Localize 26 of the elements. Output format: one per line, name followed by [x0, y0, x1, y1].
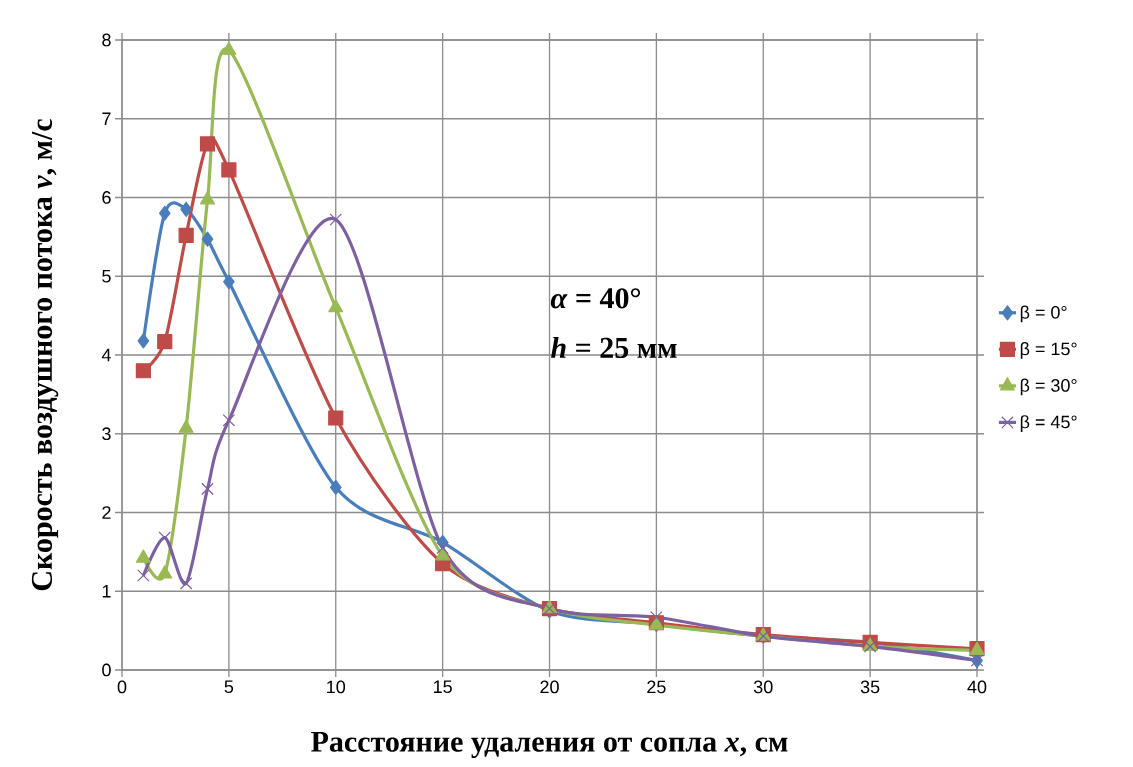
y-axis-title: Скорость воздушного потока v, м/с [31, 119, 59, 591]
x-tick-label: 25 [647, 680, 666, 694]
legend-label: β = 45° [1020, 415, 1077, 432]
y-tick-label: 3 [102, 427, 111, 441]
x-axis-title: Расстояние удаления от сопла x, см [311, 731, 788, 759]
y-tick-label: 4 [101, 348, 111, 362]
legend-label: β = 0° [1020, 305, 1067, 323]
x-tick-label: 20 [540, 680, 559, 694]
x-tick-label: 0 [117, 680, 127, 694]
x-tick-label: 40 [967, 680, 987, 694]
x-tick-label: 30 [753, 680, 773, 694]
y-tick-label: 8 [102, 33, 111, 47]
y-tick-label: 7 [102, 112, 111, 125]
y-tick-label: 2 [102, 506, 111, 519]
y-tick-label: 0 [102, 663, 111, 677]
annotation: α = 40° [550, 288, 641, 309]
y-tick-label: 6 [102, 191, 111, 204]
x-tick-label: 35 [860, 680, 880, 694]
y-tick-label: 1 [102, 585, 111, 598]
legend-label: β = 30° [1020, 378, 1077, 396]
legend-label: β = 15° [1020, 342, 1077, 359]
x-tick-label: 5 [224, 680, 234, 694]
x-tick-label: 15 [433, 680, 452, 694]
annotation: h = 25 мм [551, 336, 677, 358]
y-tick-label: 5 [102, 269, 111, 283]
x-tick-label: 10 [327, 680, 346, 694]
